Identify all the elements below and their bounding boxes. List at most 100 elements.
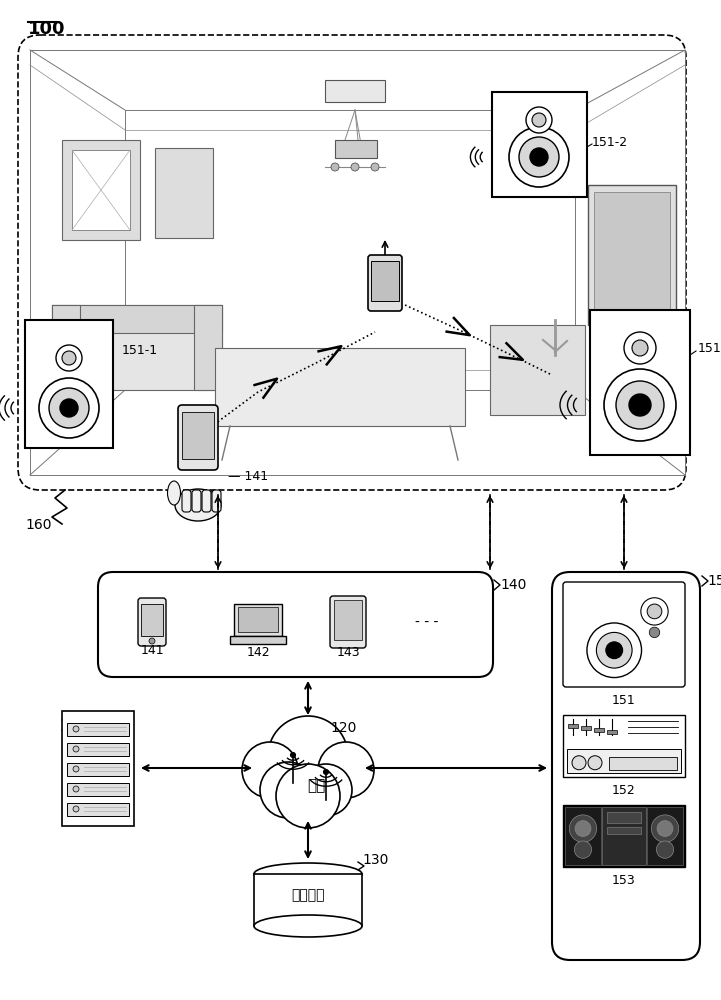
Bar xyxy=(647,807,683,865)
Text: 150: 150 xyxy=(707,574,721,588)
Bar xyxy=(194,305,222,390)
Text: 网络: 网络 xyxy=(307,778,325,794)
Circle shape xyxy=(575,841,592,858)
Circle shape xyxy=(73,806,79,812)
FancyBboxPatch shape xyxy=(368,255,402,311)
Circle shape xyxy=(570,815,597,842)
Bar xyxy=(182,412,214,459)
Bar xyxy=(590,310,690,455)
Bar xyxy=(563,715,685,777)
Circle shape xyxy=(242,742,298,798)
Bar xyxy=(594,728,604,732)
FancyBboxPatch shape xyxy=(192,490,201,512)
Circle shape xyxy=(530,148,548,166)
Circle shape xyxy=(632,340,648,356)
Circle shape xyxy=(149,638,155,644)
Circle shape xyxy=(73,746,79,752)
Bar xyxy=(67,803,129,816)
Bar xyxy=(155,148,213,238)
Text: 152: 152 xyxy=(612,784,636,796)
Ellipse shape xyxy=(254,915,362,937)
Circle shape xyxy=(604,369,676,441)
Circle shape xyxy=(60,399,78,417)
Bar xyxy=(141,604,163,636)
Text: 160: 160 xyxy=(25,518,51,532)
Bar xyxy=(565,807,601,865)
Bar xyxy=(334,600,362,640)
FancyBboxPatch shape xyxy=(138,598,166,646)
Text: 143: 143 xyxy=(336,646,360,658)
Text: — 141: — 141 xyxy=(228,471,268,484)
Circle shape xyxy=(616,381,664,429)
FancyBboxPatch shape xyxy=(182,490,191,512)
Circle shape xyxy=(587,623,642,678)
Circle shape xyxy=(268,716,348,796)
Bar xyxy=(254,874,362,926)
Text: 141: 141 xyxy=(140,644,164,656)
Circle shape xyxy=(656,841,673,858)
Circle shape xyxy=(629,394,651,416)
Bar xyxy=(67,763,129,776)
Circle shape xyxy=(371,163,379,171)
Circle shape xyxy=(532,113,546,127)
Circle shape xyxy=(509,127,569,187)
Circle shape xyxy=(519,137,559,177)
Bar xyxy=(52,305,222,390)
Circle shape xyxy=(596,632,632,668)
Circle shape xyxy=(624,332,656,364)
Bar xyxy=(563,805,685,867)
Text: 151: 151 xyxy=(612,694,636,706)
Bar xyxy=(490,325,585,415)
Circle shape xyxy=(331,163,339,171)
Text: 130: 130 xyxy=(362,853,389,867)
FancyBboxPatch shape xyxy=(552,572,700,960)
Text: 151-2: 151-2 xyxy=(592,135,628,148)
Bar xyxy=(609,757,677,770)
Bar xyxy=(67,743,129,756)
Circle shape xyxy=(606,642,623,659)
Bar xyxy=(215,348,465,426)
FancyBboxPatch shape xyxy=(98,572,493,677)
Text: 110: 110 xyxy=(65,711,92,725)
Text: 140: 140 xyxy=(500,578,526,592)
FancyBboxPatch shape xyxy=(563,582,685,687)
Bar xyxy=(567,749,681,773)
Circle shape xyxy=(318,742,374,798)
Bar xyxy=(335,140,377,158)
Circle shape xyxy=(526,107,552,133)
Bar xyxy=(52,305,222,333)
Circle shape xyxy=(300,764,352,816)
Circle shape xyxy=(73,726,79,732)
FancyBboxPatch shape xyxy=(212,490,221,512)
Circle shape xyxy=(39,378,99,438)
Bar xyxy=(62,140,140,240)
Bar xyxy=(67,723,129,736)
Text: 存储设备: 存储设备 xyxy=(291,888,324,902)
Bar xyxy=(52,305,80,390)
Text: 142: 142 xyxy=(246,646,270,658)
Bar xyxy=(594,192,670,318)
Bar xyxy=(568,724,578,728)
Circle shape xyxy=(73,766,79,772)
Bar xyxy=(607,730,617,734)
Text: 153: 153 xyxy=(612,874,636,886)
Circle shape xyxy=(575,821,591,836)
Bar xyxy=(72,150,130,230)
Bar xyxy=(371,261,399,301)
Ellipse shape xyxy=(167,481,180,505)
Bar xyxy=(492,92,587,197)
Bar xyxy=(67,783,129,796)
Circle shape xyxy=(651,815,678,842)
Bar xyxy=(581,726,591,730)
Circle shape xyxy=(291,752,296,758)
Bar xyxy=(588,185,676,325)
FancyBboxPatch shape xyxy=(178,405,218,470)
Circle shape xyxy=(324,770,329,774)
Circle shape xyxy=(260,762,316,818)
Circle shape xyxy=(49,388,89,428)
Ellipse shape xyxy=(254,863,362,885)
Circle shape xyxy=(276,764,340,828)
FancyBboxPatch shape xyxy=(202,490,211,512)
Circle shape xyxy=(73,786,79,792)
Bar xyxy=(234,604,282,636)
